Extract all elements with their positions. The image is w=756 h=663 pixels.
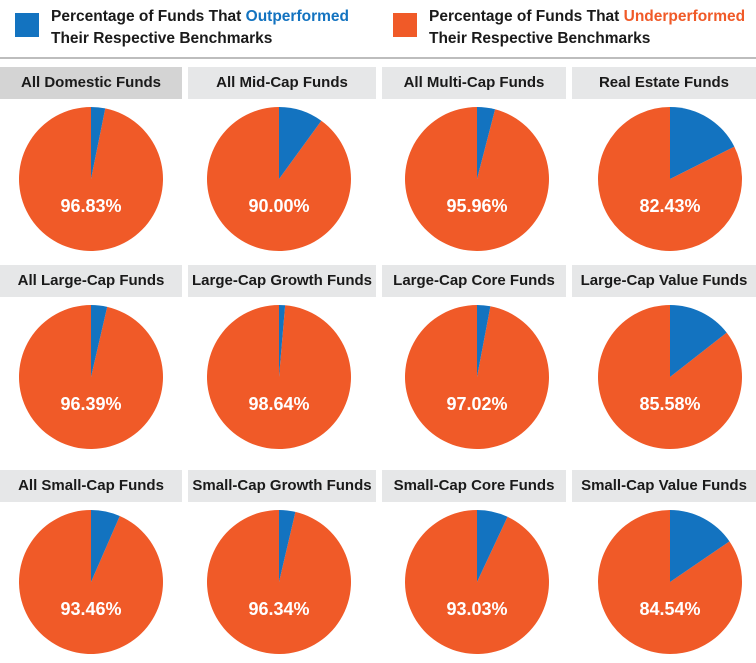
pie-cell: All Multi-Cap Funds 95.96% xyxy=(382,67,566,257)
legend-swatch-outperformed xyxy=(15,13,39,37)
pie-title: Small-Cap Core Funds xyxy=(382,470,566,502)
legend-underperformed-prefix: Percentage of Funds That xyxy=(429,8,624,25)
pie-value-label: 84.54% xyxy=(639,599,700,619)
pie-value-label: 82.43% xyxy=(639,196,700,216)
pie-value-label: 96.39% xyxy=(60,394,121,414)
pie-title: Large-Cap Growth Funds xyxy=(188,265,376,297)
pie-chart: 97.02% xyxy=(405,305,549,449)
pie-slice-underperformed xyxy=(207,107,351,252)
legend: Percentage of Funds That Outperformed Th… xyxy=(0,0,756,56)
pie-title: All Multi-Cap Funds xyxy=(382,67,566,99)
pie-slice-outperformed xyxy=(91,510,120,582)
pie-chart: 93.03% xyxy=(405,510,549,654)
legend-text-underperformed: Percentage of Funds That Underperformed … xyxy=(429,6,745,50)
pie-title: Small-Cap Growth Funds xyxy=(188,470,376,502)
pie-chart: 93.46% xyxy=(19,510,164,654)
pie-chart: 82.43% xyxy=(598,107,742,251)
pie-cell: Real Estate Funds 82.43% xyxy=(572,67,756,257)
legend-outperformed-line2: Their Respective Benchmarks xyxy=(51,30,273,47)
pie-value-label: 93.46% xyxy=(60,599,121,619)
legend-text-outperformed: Percentage of Funds That Outperformed Th… xyxy=(51,6,349,50)
pie-cell: All Domestic Funds 96.83% xyxy=(0,67,182,257)
pie-cell: Small-Cap Core Funds 93.03% xyxy=(382,470,566,660)
pie-slice-outperformed xyxy=(279,305,286,377)
pie-cell: Small-Cap Growth Funds 96.34% xyxy=(188,470,376,660)
pie-cell: Large-Cap Value Funds 85.58% xyxy=(572,265,756,455)
pie-slice-outperformed xyxy=(279,510,296,582)
pie-slice-outperformed xyxy=(670,107,735,179)
pie-title: All Large-Cap Funds xyxy=(0,265,182,297)
pie-value-label: 93.03% xyxy=(446,599,507,619)
pie-cell: Large-Cap Growth Funds 98.64% xyxy=(188,265,376,455)
pie-slice-outperformed xyxy=(670,510,730,582)
pie-value-label: 96.34% xyxy=(248,599,309,619)
pie-slice-outperformed xyxy=(91,107,106,179)
pie-title: Large-Cap Value Funds xyxy=(572,265,756,297)
pie-cell: Small-Cap Value Funds 84.54% xyxy=(572,470,756,660)
pie-value-label: 96.83% xyxy=(60,196,121,216)
pie-chart: 90.00% xyxy=(207,107,351,252)
pie-slice-outperformed xyxy=(477,107,496,179)
legend-outperformed-highlight: Outperformed xyxy=(245,8,349,25)
pie-title: All Mid-Cap Funds xyxy=(188,67,376,99)
pie-chart: 85.58% xyxy=(598,305,742,449)
legend-swatch-underperformed xyxy=(393,13,417,37)
pie-chart: 96.83% xyxy=(19,107,163,251)
pie-cell: All Small-Cap Funds 93.46% xyxy=(0,470,182,660)
pie-value-label: 95.96% xyxy=(446,196,507,216)
pie-chart: 96.39% xyxy=(19,305,164,449)
pie-slice-outperformed xyxy=(279,107,322,179)
pie-cell: All Large-Cap Funds 96.39% xyxy=(0,265,182,455)
pie-chart: 84.54% xyxy=(598,510,742,654)
pie-cell: All Mid-Cap Funds 90.00% xyxy=(188,67,376,257)
pie-cell: Large-Cap Core Funds 97.02% xyxy=(382,265,566,455)
legend-item-underperformed: Percentage of Funds That Underperformed … xyxy=(393,6,745,50)
pie-value-label: 85.58% xyxy=(639,394,700,414)
pie-chart: 98.64% xyxy=(207,305,351,449)
pie-slice-outperformed xyxy=(670,305,727,377)
pie-value-label: 98.64% xyxy=(248,394,309,414)
legend-underperformed-highlight: Underperformed xyxy=(623,8,746,25)
pie-slice-outperformed xyxy=(477,510,508,582)
pie-title: Large-Cap Core Funds xyxy=(382,265,566,297)
legend-outperformed-prefix: Percentage of Funds That xyxy=(51,8,246,25)
pie-title: Small-Cap Value Funds xyxy=(572,470,756,502)
legend-item-outperformed: Percentage of Funds That Outperformed Th… xyxy=(15,6,349,50)
legend-underperformed-line2: Their Respective Benchmarks xyxy=(429,30,651,47)
pie-title: All Small-Cap Funds xyxy=(0,470,182,502)
legend-divider xyxy=(0,57,756,59)
pie-slice-outperformed xyxy=(477,305,491,377)
pie-slice-outperformed xyxy=(91,305,108,377)
pie-chart: 96.34% xyxy=(207,510,351,654)
pie-title: Real Estate Funds xyxy=(572,67,756,99)
pie-value-label: 90.00% xyxy=(248,196,309,216)
pie-title: All Domestic Funds xyxy=(0,67,182,99)
pie-chart: 95.96% xyxy=(405,107,549,251)
pie-value-label: 97.02% xyxy=(446,394,507,414)
